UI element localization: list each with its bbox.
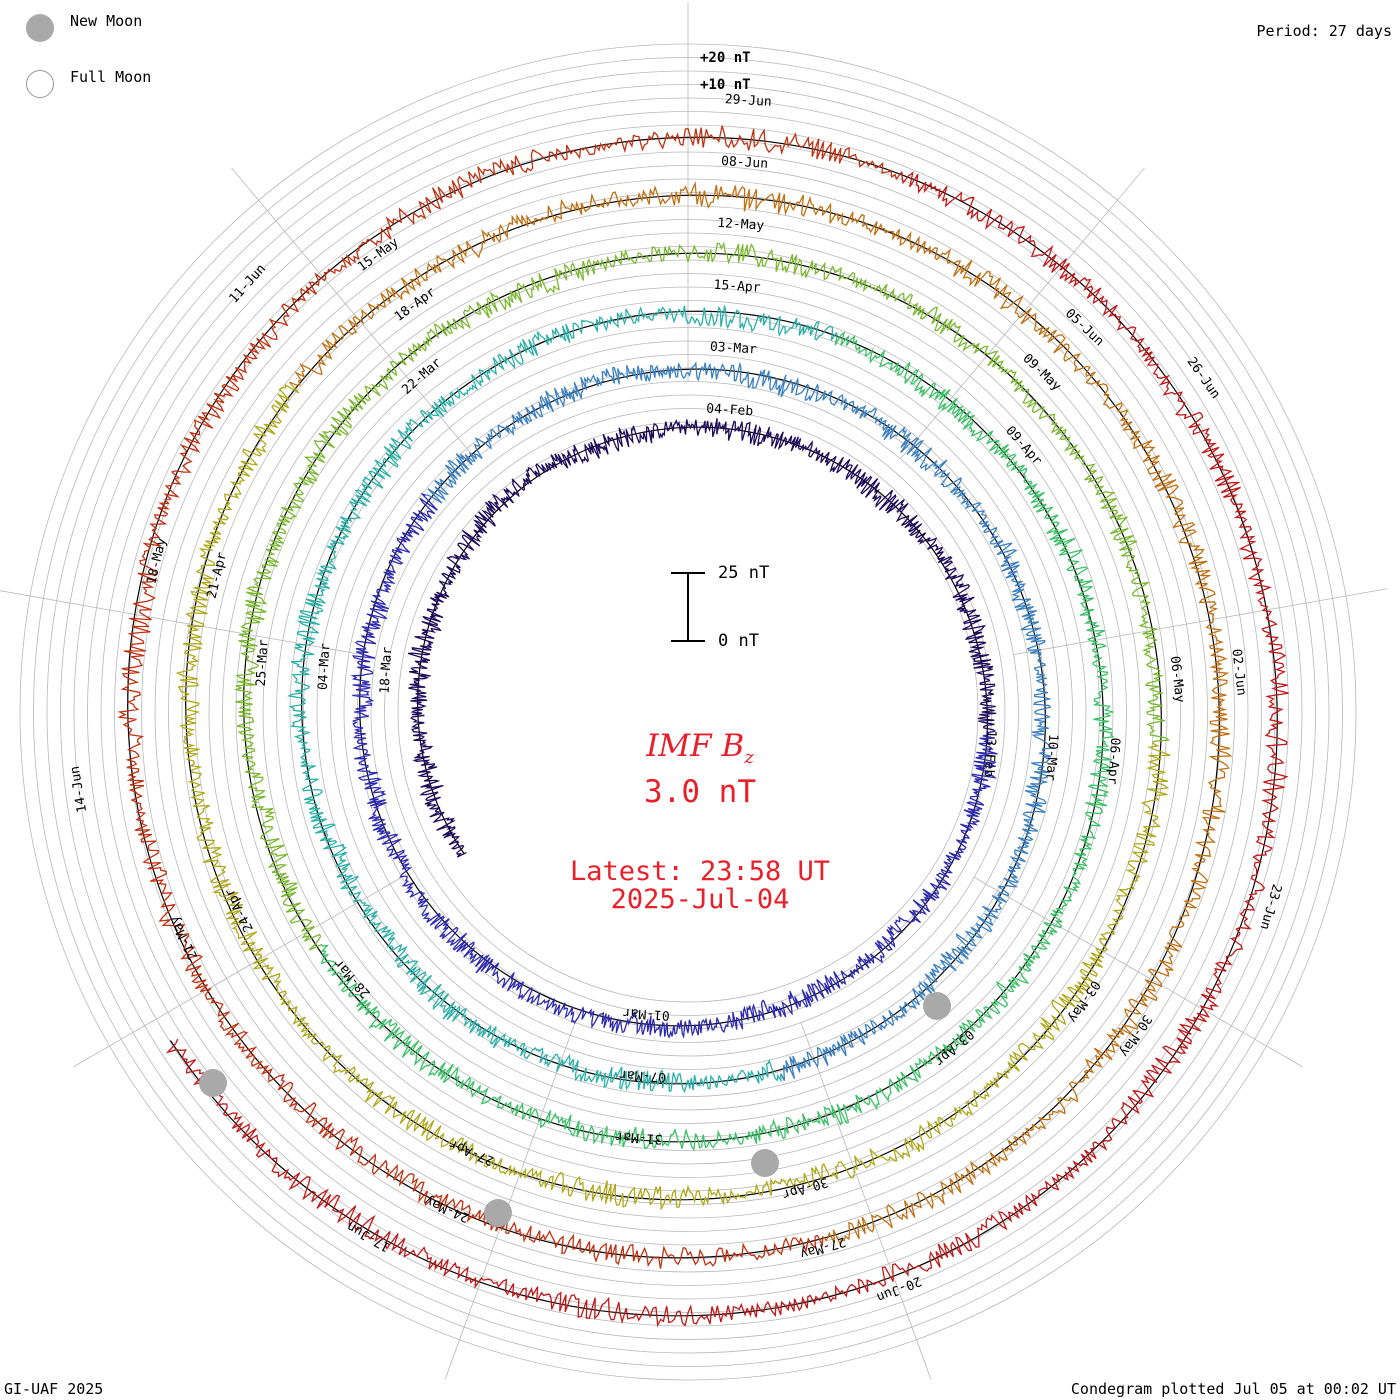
latest-time: Latest: 23:58 UT [569,856,831,887]
grid-ring [397,421,979,1003]
scale-bar [671,572,705,642]
day-spoke [72,876,403,1068]
bz-trace-segment [175,381,1171,1211]
day-spoke [899,167,1145,460]
scale-top-label: 25 nT [718,563,770,583]
date-label-37: 20-Jun [874,1273,923,1305]
bz-trace-segment [320,331,1115,1151]
day-spoke [800,1021,932,1380]
date-label-7: 04-Mar [316,643,334,691]
chart-title: IMF Bz [646,728,754,769]
date-label-27: 02-Jun [1228,648,1248,696]
bz-trace-segment [289,180,1233,1245]
scale-bottom-label: 0 nT [718,631,759,651]
footer-credit: GI-UAF 2025 [4,1380,104,1398]
footer-plotted: Condegram plotted Jul 05 at 00:02 UT [1070,1380,1396,1398]
new-moon-icon [26,14,54,42]
date-label-20: 30-Apr [780,1174,829,1202]
grid-ring [330,354,1046,1070]
bz-trace-segment [117,125,903,1269]
date-label-28: 30-May [1116,1012,1154,1060]
day-spoke [1012,588,1388,656]
day-spoke [231,167,477,460]
date-label-40: 11-Jun [227,262,270,307]
full-moon-icon [26,70,54,98]
date-label-21: 27-Apr [447,1136,496,1168]
date-label-14: 25-Mar [254,639,272,687]
moon-markers [199,992,951,1227]
latest-date: 2025-Jul-04 [610,884,790,915]
date-label-12: 31-Mar [615,1128,663,1146]
data-traces [117,125,1289,1328]
grid-ring [357,381,1019,1043]
bz-trace-segment [350,492,998,1040]
date-label-25: 08-Jun [721,154,769,172]
date-label-6: 07-Mar [619,1067,667,1085]
new-moon-marker [751,1149,779,1177]
grid-ring [222,246,1154,1178]
date-label-23: 21-Apr [205,551,231,600]
day-spoke [0,590,364,656]
legend-full-moon: Full Moon [26,68,152,98]
new-moon-marker [199,1069,227,1097]
date-label-2: 01-Mar [622,1005,670,1023]
date-label-36: 23-Jun [1256,882,1284,931]
date-label-1: 13-Feb [981,730,999,778]
date-label-34: 29-Jun [724,92,772,110]
latest-timestamp: Latest: 23:58 UT 2025-Jul-04 [500,858,900,914]
date-label-0: 04-Feb [706,402,754,420]
current-value: 3.0 nT [644,774,756,810]
ring-label-plus10: +10 nT [700,77,751,93]
grid-ring [249,273,1127,1151]
bz-trace-segment [233,241,1170,951]
date-label-35: 26-Jun [1184,355,1223,402]
bz-trace-segment [165,171,1289,1328]
zero-reference-spiral [127,136,1278,1317]
period-label: Period: 27 days [1256,22,1392,40]
date-label-39: 14-Jun [68,765,90,814]
date-label-10: 06-Apr [1104,737,1122,785]
date-label-3: 18-Mar [378,646,396,694]
legend-full-moon-label: Full Moon [70,68,152,86]
legend-new-moon: New Moon [26,12,143,42]
date-label-4: 03-Mar [709,340,757,358]
reference-rings [127,136,1278,1317]
date-label-18: 06-May [1167,655,1187,704]
day-spoke [973,876,1304,1068]
legend-new-moon-label: New Moon [70,12,143,30]
date-label-16: 12-May [717,216,765,234]
ring-label-plus20: +20 nT [700,50,751,66]
grid-ring [384,408,992,1016]
grid-ring [303,327,1073,1097]
bz-trace-segment [425,361,1055,1081]
new-moon-marker [923,992,951,1020]
day-spoke [444,1021,576,1380]
bz-trace-segment [287,305,838,1094]
bz-trace-segment [407,418,997,858]
grid-ring [343,367,1033,1057]
grid-ring [316,340,1060,1084]
new-moon-marker [484,1199,512,1227]
date-label-5: 10-Mar [1043,733,1061,781]
date-label-31: 21-May [167,913,202,962]
date-label-8: 15-Apr [713,278,761,296]
